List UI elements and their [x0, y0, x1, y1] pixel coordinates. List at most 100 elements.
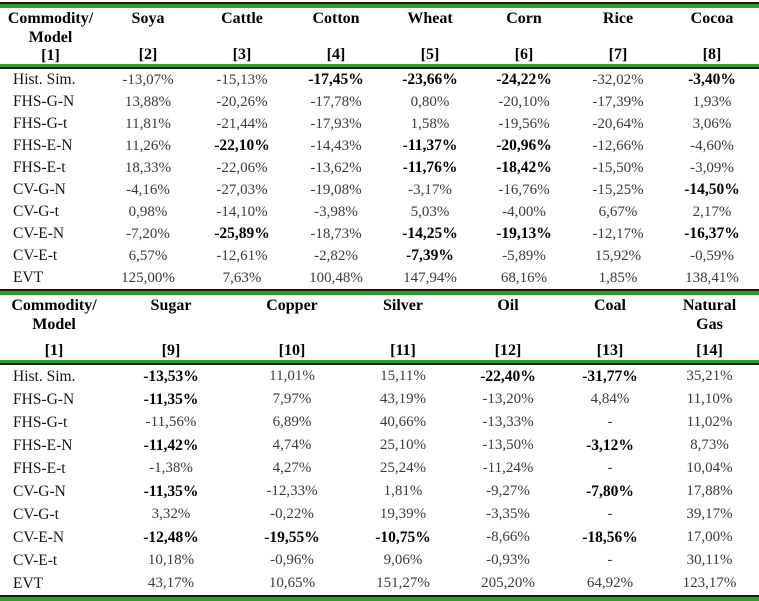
value-cell: -32,02% [571, 67, 665, 91]
row-label: EVT [13, 575, 44, 592]
value-cell: 18,33% [124, 160, 172, 176]
column-header-number: [1] [44, 342, 64, 359]
row-label: FHS-E-N [13, 137, 73, 154]
row-label: CV-G-N [13, 483, 66, 500]
column-header-name-line: Oil [497, 297, 519, 314]
value-cell: -7,39% [406, 247, 454, 264]
column-header-name: Rice [603, 9, 633, 28]
column-header-wrap: Wheat [5] [383, 9, 477, 64]
value-cell: 15,92% [594, 248, 642, 264]
value-cell: -3,09% [690, 160, 734, 176]
value-cell: -9,27% [486, 483, 530, 499]
value-cell: -3,98% [314, 204, 358, 220]
column-header-name-line: Wheat [407, 10, 453, 27]
table-row: CV-G-N -11,35% -12,33% 1,81% -9,27% -7,80% 17,… [0, 480, 759, 503]
value-cell: -0,59% [690, 248, 734, 264]
column-header-wrap: Silver [11] [350, 296, 456, 360]
column-header-name-line: Coal [594, 297, 626, 314]
column-header-name-line: Sugar [150, 297, 192, 314]
value-cell: -0,96% [270, 552, 314, 568]
value-cell: -31,77% [560, 363, 660, 388]
column-header: Cotton [4] [289, 8, 383, 67]
value-cell: 0,98% [128, 204, 168, 220]
value-cell: -19,13% [496, 225, 552, 242]
value-cell: 2,17% [692, 204, 732, 220]
value-cell: -12,17% [592, 226, 644, 242]
table-row: FHS-E-N -11,42% 4,74% 25,10% -13,50% -3,12% 8,… [0, 434, 759, 457]
value-cell: -14,43% [310, 138, 362, 154]
value-cell: -15,13% [195, 67, 289, 91]
value-cell: -12,66% [592, 138, 644, 154]
value-cell: -11,37% [402, 137, 458, 154]
row-label: CV-G-t [13, 506, 59, 523]
value-cell: -3,35% [486, 506, 530, 522]
table-header: Commodity/Model [1] Sugar [9] Copper [10] Silv… [0, 295, 759, 363]
value-cell: -17,39% [592, 94, 644, 110]
value-cell: 39,17% [686, 506, 733, 522]
value-cell: -12,48% [143, 529, 199, 546]
column-header-wrap: Cattle [3] [195, 9, 289, 64]
value-cell: 151,27% [376, 575, 430, 591]
column-header: Wheat [5] [383, 8, 477, 67]
table-row: CV-G-t 0,98% -14,10% -3,98% 5,03% -4,00% 6,67%… [0, 201, 759, 223]
column-header: Rice [7] [571, 8, 665, 67]
column-header-name-line: Rice [602, 10, 634, 27]
value-cell: 17,88% [686, 483, 733, 499]
table-row: FHS-G-N -11,35% 7,97% 43,19% -13,20% 4,84% 11,… [0, 388, 759, 411]
table-body: Hist. Sim. -13,53% 11,01% 15,11% -22,40% -31,… [0, 363, 759, 595]
column-header: Cattle [3] [195, 8, 289, 67]
column-header-wrap: Corn [6] [477, 9, 571, 64]
table-row: CV-E-t 6,57% -12,61% -2,82% -7,39% -5,89% 15,9… [0, 245, 759, 267]
row-label: FHS-G-N [13, 93, 75, 110]
value-cell: 19,39% [379, 506, 427, 522]
value-cell: -5,89% [502, 248, 546, 264]
value-cell: 68,16% [500, 270, 548, 286]
value-cell: 100,48% [309, 270, 363, 286]
value-cell: - [607, 414, 613, 430]
value-cell: -16,37% [684, 225, 740, 242]
value-cell: -7,80% [586, 483, 634, 500]
value-cell: -20,10% [498, 94, 550, 110]
column-header-name: Commodity/Model [11, 296, 96, 334]
row-label: FHS-E-t [13, 460, 66, 477]
value-cell: 25,10% [379, 437, 427, 453]
value-cell: -11,24% [482, 460, 534, 476]
value-cell: -1,38% [149, 460, 193, 476]
column-header: Natural Gas [14] [660, 295, 759, 363]
value-cell: 7,97% [272, 391, 312, 407]
column-header-number: [3] [232, 46, 252, 63]
value-cell: 13,88% [124, 94, 172, 110]
value-cell: -11,56% [145, 414, 197, 430]
value-cell: -0,93% [486, 552, 530, 568]
mid-rule-dark-line [0, 289, 759, 291]
row-label: Hist. Sim. [0, 363, 108, 388]
value-cell: - [607, 506, 613, 522]
column-header-name: Copper [266, 296, 318, 315]
column-header-name: Cotton [312, 9, 359, 28]
column-header-wrap: Natural Gas [14] [660, 296, 759, 360]
label-column-header: Commodity/Model [1] [0, 295, 108, 363]
value-cell: -24,22% [477, 67, 571, 91]
value-cell: -16,76% [498, 182, 550, 198]
row-label: Hist. Sim. [0, 67, 101, 91]
value-cell: -12,33% [266, 483, 318, 499]
commodities-table-bottom: Commodity/Model [1] Sugar [9] Copper [10] Silv… [0, 295, 759, 595]
column-header-name: Wheat [407, 9, 452, 28]
table-row: FHS-G-t 11,81% -21,44% -17,93% 1,58% -19,56% -… [0, 113, 759, 135]
value-cell: -11,76% [402, 159, 458, 176]
value-cell: 35,21% [660, 363, 759, 388]
column-header-number: [9] [161, 342, 181, 359]
value-cell: -19,56% [498, 116, 550, 132]
value-cell: -4,60% [690, 138, 734, 154]
column-header-wrap: Soya [2] [101, 9, 195, 64]
value-cell: 6,57% [128, 248, 168, 264]
value-cell: 43,17% [147, 575, 195, 591]
row-label: FHS-G-t [13, 115, 68, 132]
table-row: FHS-G-N 13,88% -20,26% -17,78% 0,80% -20,10% -… [0, 91, 759, 113]
table-row: CV-E-t 10,18% -0,96% 9,06% -0,93% - 30,11% [0, 549, 759, 572]
column-header: Soya [2] [101, 8, 195, 67]
table-row: CV-E-N -12,48% -19,55% -10,75% -8,66% -18,56%… [0, 526, 759, 549]
table-row: FHS-E-t -1,38% 4,27% 25,24% -11,24% - 10,04% [0, 457, 759, 480]
column-header: Silver [11] [350, 295, 456, 363]
column-header-number: [13] [596, 342, 624, 359]
